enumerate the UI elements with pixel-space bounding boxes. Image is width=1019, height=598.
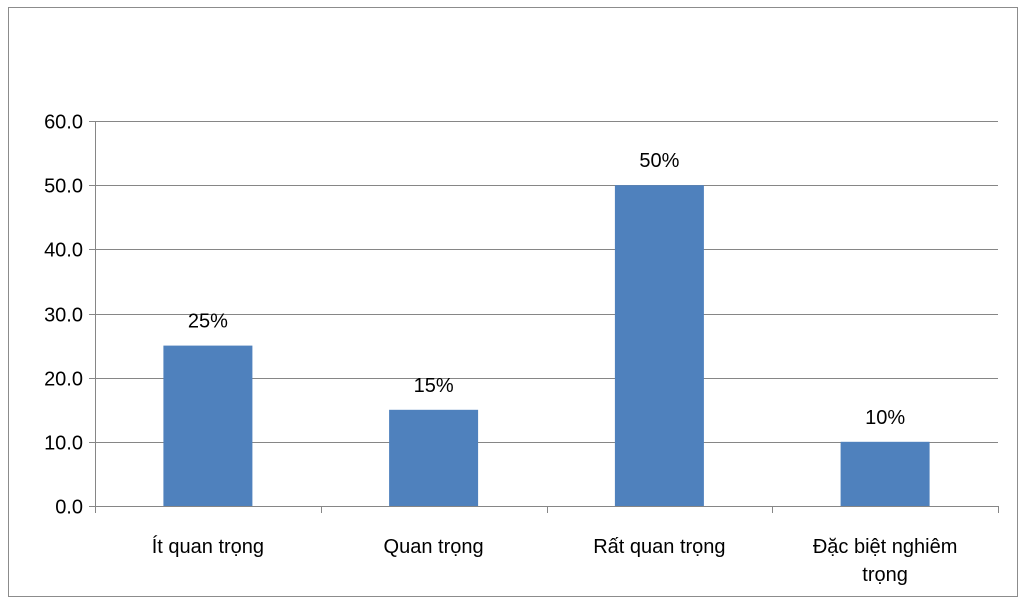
y-tick-label: 40.0 bbox=[44, 240, 83, 262]
data-label: 10% bbox=[865, 407, 905, 429]
bar bbox=[840, 441, 930, 506]
axes bbox=[89, 121, 999, 513]
x-tick-label-line: Quan trọng bbox=[384, 536, 484, 558]
x-tick-label-line: Đặc biệt nghiêm bbox=[813, 536, 958, 558]
data-label: 25% bbox=[188, 311, 228, 333]
y-tick-label: 0.0 bbox=[55, 497, 83, 519]
x-tick-label: Ít quan trọng bbox=[152, 535, 264, 558]
bar bbox=[163, 345, 253, 506]
x-tick-label-line: Ít quan trọng bbox=[152, 535, 264, 558]
bars bbox=[163, 185, 930, 507]
x-tick-label: Rất quan trọng bbox=[593, 536, 725, 558]
y-tick-label: 50.0 bbox=[44, 176, 83, 198]
x-tick-label-line: Rất quan trọng bbox=[593, 536, 725, 558]
y-tick-label: 30.0 bbox=[44, 305, 83, 327]
x-tick-label: Quan trọng bbox=[384, 536, 484, 558]
labels: 0.0 10.0 20.0 30.0 40.0 50.0 60.0 25% Ít quan tr… bbox=[44, 112, 957, 587]
x-tick-label-line: trọng bbox=[862, 564, 908, 586]
y-tick-label: 10.0 bbox=[44, 433, 83, 455]
bar bbox=[614, 185, 704, 506]
data-label: 50% bbox=[639, 150, 679, 172]
x-tick-label: Đặc biệt nghiêm trọng bbox=[813, 536, 958, 586]
y-tick-label: 60.0 bbox=[44, 112, 83, 134]
data-label: 15% bbox=[414, 375, 454, 397]
bar bbox=[389, 409, 479, 507]
y-tick-label: 20.0 bbox=[44, 369, 83, 391]
